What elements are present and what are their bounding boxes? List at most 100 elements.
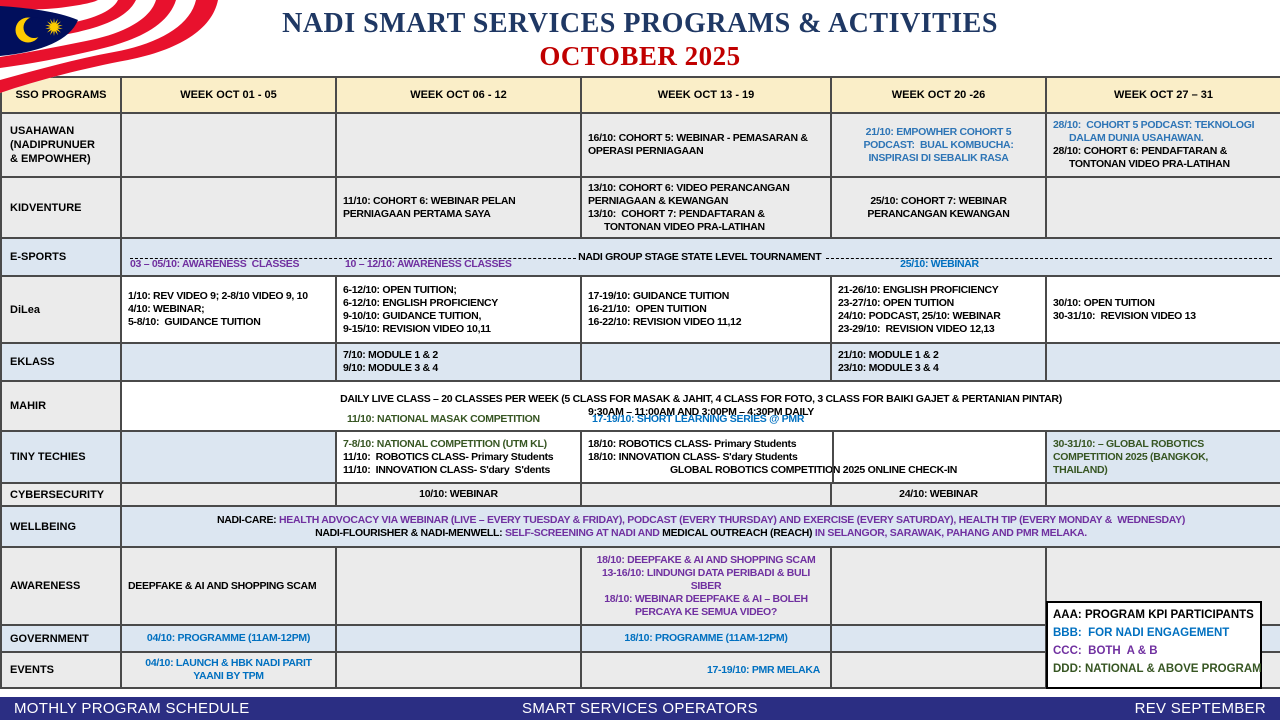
dilea-line: 23-29/10: REVISION VIDEO 12,13	[838, 322, 995, 335]
awareness-cell-3	[830, 546, 1047, 626]
footer-bar: MOTHLY PROGRAM SCHEDULE SMART SERVICES O…	[0, 697, 1280, 720]
usahawan-line: 28/10: COHORT 5 PODCAST: TEKNOLOGI	[1053, 119, 1255, 131]
header-week-2: WEEK OCT 06 - 12	[335, 76, 582, 114]
legend-aaa: AAA: PROGRAM KPI PARTICIPANTS	[1053, 609, 1254, 621]
row-dilea: DiLea 1/10: REV VIDEO 9; 2-8/10 VIDEO 9, …	[0, 275, 1280, 344]
legend-bbb: BBB: FOR NADI ENGAGEMENT	[1053, 627, 1230, 639]
kidventure-cell-2: 13/10: COHORT 6: VIDEO PERANCANGAN PERNIA…	[580, 176, 832, 239]
government-line: 18/10: PROGRAMME (11AM-12PM)	[624, 632, 788, 644]
tiny-techies-line: GLOBAL ROBOTICS COMPETITION 2025 ONLINE …	[669, 463, 957, 476]
eklass-line: 7/10: MODULE 1 & 2	[343, 349, 438, 361]
cybersecurity-cell-4	[1045, 482, 1280, 507]
row-label-government: GOVERNMENT	[0, 624, 122, 653]
tiny-techies-line: THAILAND)	[1053, 463, 1108, 476]
government-line: 04/10: PROGRAMME (11AM-12PM)	[146, 632, 311, 644]
dilea-line: 5-8/10: GUIDANCE TUITION	[128, 316, 261, 328]
row-eklass: EKLASS 7/10: MODULE 1 & 2 9/10: MODULE 3 &…	[0, 342, 1280, 382]
government-cell-3	[830, 624, 1047, 653]
usahawan-cell-2: 16/10: COHORT 5: WEBINAR - PEMASARAN & OP…	[580, 112, 832, 178]
awareness-cell-1	[335, 546, 582, 626]
row-wellbeing: WELLBEING NADI-CARE: HEALTH ADVOCACY VIA …	[0, 505, 1280, 548]
usahawan-cell-1	[335, 112, 582, 178]
eklass-cell-4	[1045, 342, 1280, 382]
dilea-cell-1: 6-12/10: OPEN TUITION; 6-12/10: ENGLISH P…	[335, 275, 582, 344]
row-label-kidventure: KIDVENTURE	[0, 176, 122, 239]
awareness-cell-2: 18/10: DEEPFAKE & AI AND SHOPPING SCAM 13…	[580, 546, 832, 626]
tiny-techies-cell-1: 7-8/10: NATIONAL COMPETITION (UTM KL) 11/…	[335, 430, 582, 484]
kidventure-line: 11/10: COHORT 6: WEBINAR PELAN	[343, 194, 516, 207]
esports-line: NADI GROUP STAGE STATE LEVEL TOURNAMENT	[128, 251, 1274, 264]
flag-stripe-2	[0, 0, 176, 68]
events-cell-0: 04/10: LAUNCH & HBK NADI PARIT YAANI BY T…	[120, 651, 337, 689]
header-week-1: WEEK OCT 01 - 05	[120, 76, 337, 114]
eklass-line: 9/10: MODULE 3 & 4	[343, 362, 438, 374]
row-label-eklass: EKLASS	[0, 342, 122, 382]
dilea-line: 16-22/10: REVISION VIDEO 11,12	[588, 316, 742, 328]
esports-overlay: 03 – 05/10: AWARENESS CLASSES	[130, 258, 300, 270]
usahawan-line: 16/10: COHORT 5: WEBINAR - PEMASARAN &	[588, 132, 808, 144]
cybersecurity-line: 24/10: WEBINAR	[899, 488, 978, 500]
cybersecurity-cell-0	[120, 482, 337, 507]
row-esports: E-SPORTS NADI GROUP STAGE STATE LEVEL TOU…	[0, 237, 1280, 277]
usahawan-cell-4: 28/10: COHORT 5 PODCAST: TEKNOLOGI DALAM …	[1045, 112, 1280, 178]
government-cell-2: 18/10: PROGRAMME (11AM-12PM)	[580, 624, 832, 653]
flag-crescent-inner	[23, 17, 45, 38]
government-cell-1	[335, 624, 582, 653]
kidventure-line: PERANCANGAN KEWANGAN	[867, 207, 1010, 220]
footer-left: MOTHLY PROGRAM SCHEDULE	[14, 700, 250, 717]
government-cell-0: 04/10: PROGRAMME (11AM-12PM)	[120, 624, 337, 653]
usahawan-line: PODCAST: BUAL KOMBUCHA:	[863, 138, 1014, 151]
eklass-line: 21/10: MODULE 1 & 2	[838, 349, 939, 361]
dilea-line: 21-26/10: ENGLISH PROFICIENCY	[838, 283, 999, 296]
events-cell-2: 17-19/10: PMR MELAKA	[580, 651, 832, 689]
usahawan-line: 21/10: EMPOWHER COHORT 5	[865, 125, 1012, 138]
title-block: NADI SMART SERVICES PROGRAMS & ACTIVITIE…	[0, 0, 1280, 76]
kidventure-cell-3: 25/10: COHORT 7: WEBINAR PERANCANGAN KEWA…	[830, 176, 1047, 239]
malaysia-flag-icon	[0, 0, 218, 93]
usahawan-line: TONTONAN VIDEO PRA-LATIHAN	[1069, 158, 1230, 170]
cybersecurity-line: 10/10: WEBINAR	[419, 488, 498, 500]
kidventure-line: PERNIAGAAN PERTAMA SAYA	[343, 207, 491, 220]
tiny-techies-line: 7-8/10: NATIONAL COMPETITION (UTM KL)	[343, 437, 547, 450]
kidventure-cell-4	[1045, 176, 1280, 239]
row-cybersecurity: CYBERSECURITY 10/10: WEBINAR 24/10: WEBINA…	[0, 482, 1280, 507]
row-mahir: MAHIR DAILY LIVE CLASS – 20 CLASSES PER W…	[0, 380, 1280, 432]
legend-ccc: CCC: BOTH A & B	[1053, 645, 1158, 657]
awareness-cell-0: DEEPFAKE & AI AND SHOPPING SCAM	[120, 546, 337, 626]
awareness-line: DEEPFAKE & AI AND SHOPPING SCAM	[128, 579, 317, 592]
dilea-line: 30/10: OPEN TUITION	[1053, 296, 1155, 309]
usahawan-line: OPERASI PERNIAGAAN	[588, 145, 704, 157]
dilea-line: 6-12/10: OPEN TUITION;	[343, 283, 457, 296]
usahawan-line: INSPIRASI DI SEBALIK RASA	[868, 151, 1009, 164]
legend-ddd: DDD: NATIONAL & ABOVE PROGRAM	[1053, 663, 1262, 675]
awareness-line: 13-16/10: LINDUNGI DATA PERIBADI & BULI	[601, 566, 811, 579]
kidventure-line: 13/10: COHORT 6: VIDEO PERANCANGAN	[588, 181, 790, 194]
dilea-line: 9-10/10: GUIDANCE TUITION,	[343, 309, 482, 322]
row-label-dilea: DiLea	[0, 275, 122, 344]
schedule-table: SSO PROGRAMS WEEK OCT 01 - 05 WEEK OCT 0…	[0, 76, 1280, 689]
tiny-techies-line: 18/10: ROBOTICS CLASS- Primary Students	[588, 437, 797, 450]
mahir-overlay: 11/10: NATIONAL MASAK COMPETITION	[347, 413, 540, 425]
wellbeing-line: NADI-FLOURISHER & NADI-MENWELL: SELF-SCR…	[315, 526, 1087, 539]
flag-stripe-4	[0, 0, 98, 10]
esports-cell-0: NADI GROUP STAGE STATE LEVEL TOURNAMENT …	[120, 237, 1280, 277]
events-line: YAANI BY TPM	[193, 670, 264, 682]
eklass-cell-0	[120, 342, 337, 382]
usahawan-cell-3: 21/10: EMPOWHER COHORT 5 PODCAST: BUAL KO…	[830, 112, 1047, 178]
dilea-line: 6-12/10: ENGLISH PROFICIENCY	[343, 296, 498, 309]
kidventure-cell-1: 11/10: COHORT 6: WEBINAR PELAN PERNIAGAAN…	[335, 176, 582, 239]
footer-right: REV SEPTEMBER	[1134, 700, 1266, 717]
cell-divider	[832, 432, 834, 482]
dilea-cell-0: 1/10: REV VIDEO 9; 2-8/10 VIDEO 9, 10 4/1…	[120, 275, 337, 344]
mahir-overlay: 17-19/10: SHORT LEARNING SERIES @ PMR	[592, 413, 805, 425]
row-usahawan: USAHAWAN (NADIPRUNUER & EMPOWHER) 16/10: …	[0, 112, 1280, 178]
page-title: NADI SMART SERVICES PROGRAMS & ACTIVITIE…	[282, 8, 998, 39]
eklass-line: 23/10: MODULE 3 & 4	[838, 362, 939, 374]
usahawan-line: 28/10: COHORT 6: PENDAFTARAN &	[1053, 145, 1227, 157]
row-kidventure: KIDVENTURE 11/10: COHORT 6: WEBINAR PELAN…	[0, 176, 1280, 239]
kidventure-line: 25/10: COHORT 7: WEBINAR	[870, 194, 1007, 207]
usahawan-line: DALAM DUNIA USAHAWAN.	[1069, 132, 1204, 144]
eklass-cell-1: 7/10: MODULE 1 & 2 9/10: MODULE 3 & 4	[335, 342, 582, 382]
esports-overlay: 25/10: WEBINAR	[900, 258, 979, 270]
row-label-usahawan: USAHAWAN (NADIPRUNUER & EMPOWHER)	[0, 112, 122, 178]
